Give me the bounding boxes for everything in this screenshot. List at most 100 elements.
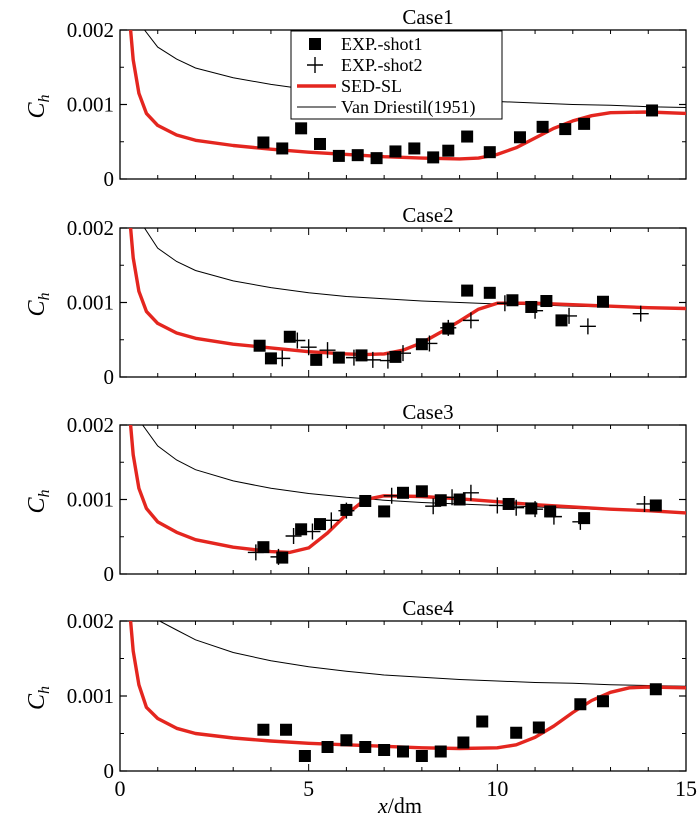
shot1-point xyxy=(536,120,549,133)
y-axis-label: Ch xyxy=(24,686,53,710)
shot1-point xyxy=(321,741,334,753)
shot1-point xyxy=(283,330,296,343)
shot1-point xyxy=(340,734,353,747)
shot1-point xyxy=(578,512,591,525)
shot2-point xyxy=(462,312,479,329)
shot2-point xyxy=(579,318,596,335)
van-driest-line xyxy=(142,425,686,514)
shot1-point xyxy=(257,723,270,736)
legend-label: SED-SL xyxy=(341,76,402,96)
y-tick-label: 0.001 xyxy=(67,684,114,708)
shot1-point xyxy=(295,523,308,536)
shot1-point xyxy=(578,117,591,130)
y-tick-label: 0.002 xyxy=(67,413,114,437)
sed-sl-line xyxy=(128,228,686,357)
x-axis-title: x/dm xyxy=(377,793,422,818)
curves xyxy=(128,228,686,357)
van-driest-line xyxy=(159,621,686,687)
shot1-point xyxy=(355,349,368,362)
y-tick-label: 0 xyxy=(104,759,115,783)
shot1-point xyxy=(276,551,289,564)
shot1-point xyxy=(298,750,311,762)
shot1-point xyxy=(649,499,662,512)
shot1-point xyxy=(397,745,409,758)
y-axis-label: Ch xyxy=(24,292,53,316)
panel-3: Case3 0 0.001 0.002 Ch xyxy=(24,400,687,586)
legend-marker-square xyxy=(309,38,321,50)
legend-label: Van Driestil(1951) xyxy=(341,97,475,118)
shot1-point xyxy=(359,494,372,507)
shot2-point xyxy=(319,342,336,359)
shot1-point xyxy=(442,322,455,335)
shot1-point xyxy=(397,486,409,499)
shot1-point xyxy=(434,745,447,758)
panel-2: Case2 0 0.001 0.002 Ch xyxy=(24,203,687,389)
shot1-point xyxy=(483,146,496,159)
shot1-point xyxy=(457,736,470,749)
shot1-point xyxy=(544,505,557,518)
y-axis-label-sub: h xyxy=(36,686,53,694)
panel-title: Case4 xyxy=(402,596,454,620)
shot1-point xyxy=(340,503,353,516)
y-axis-label: Ch xyxy=(24,94,53,118)
shot1-point xyxy=(415,485,428,498)
shot1-point xyxy=(461,284,474,297)
shot2-point xyxy=(632,305,649,322)
shot1-point xyxy=(532,721,545,734)
shot2-point xyxy=(300,339,317,356)
shot1-point xyxy=(502,497,515,510)
shot1-point xyxy=(415,750,428,762)
legend-marker-plus xyxy=(307,57,323,73)
shot1-point xyxy=(257,541,270,554)
x-axis-label-var: x xyxy=(377,793,388,818)
shot1-point xyxy=(434,494,447,507)
y-axis-label-var: C xyxy=(24,102,50,119)
y-tick-label: 0 xyxy=(104,562,115,586)
y-tick-label: 0.001 xyxy=(67,291,114,315)
legend-label: EXP.-shot2 xyxy=(341,55,423,75)
y-tick-label: 0.002 xyxy=(67,216,114,240)
shot1-point xyxy=(332,351,345,364)
shot1-point xyxy=(257,136,270,149)
panel-title: Case1 xyxy=(402,5,453,29)
x-tick-label: 10 xyxy=(486,776,508,801)
y-tick-label: 0.002 xyxy=(67,18,114,42)
shot2-point xyxy=(285,528,302,545)
y-axis-label-sub: h xyxy=(36,94,53,102)
shot1-point xyxy=(596,695,609,708)
y-axis-label: Ch xyxy=(24,489,53,513)
shot1-point xyxy=(427,151,440,164)
shot1-point xyxy=(646,104,659,117)
x-axis-label: x/dm xyxy=(377,793,422,818)
shot1-point xyxy=(253,339,266,352)
shot1-point xyxy=(442,144,455,157)
shot1-point xyxy=(378,505,391,518)
shot1-point xyxy=(359,741,372,753)
shot1-point xyxy=(276,142,289,155)
shot1-point xyxy=(295,122,308,135)
shot1-point xyxy=(476,715,489,728)
shot1-point xyxy=(310,353,323,366)
y-axis-label-sub: h xyxy=(36,292,53,300)
shot1-point xyxy=(415,338,428,351)
y-tick-label: 0.002 xyxy=(67,609,114,633)
shot2-point xyxy=(462,484,479,501)
shot1-point xyxy=(280,723,293,736)
shot1-point xyxy=(351,149,364,162)
legend-box xyxy=(290,30,503,120)
x-tick-label: 15 xyxy=(675,776,697,801)
chart-panels: Case100.0010.002ChCase200.0010.002ChCase… xyxy=(24,5,697,801)
shot1-point xyxy=(483,286,496,299)
plot-frame xyxy=(119,424,687,575)
shot1-point xyxy=(389,350,402,363)
shot1-point xyxy=(540,295,553,308)
y-axis-label-var: C xyxy=(24,497,50,514)
panel-4: Case4 0 0.001 0.002 Ch xyxy=(24,596,687,783)
y-tick-label: 0 xyxy=(104,167,115,191)
shot1-point xyxy=(574,698,587,711)
shot1-point xyxy=(453,493,466,506)
shot1-point xyxy=(313,518,326,531)
x-axis-label-unit: /dm xyxy=(388,793,422,818)
